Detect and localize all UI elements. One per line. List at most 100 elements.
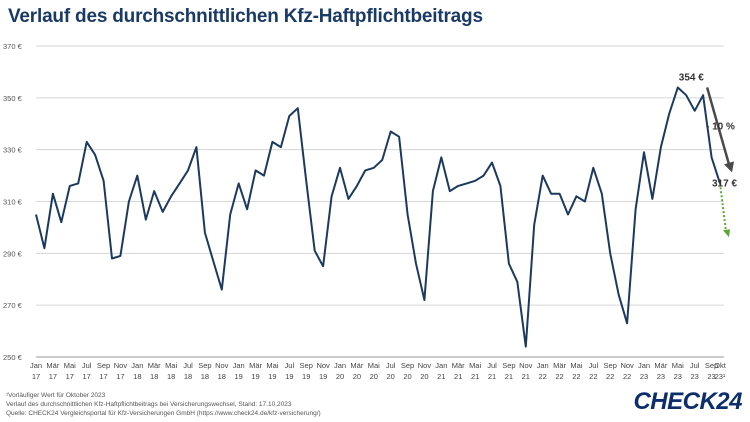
x-tick-label-month: Mär (148, 361, 161, 370)
x-tick-label-month: Jul (487, 361, 497, 370)
x-tick-label-year: 23 (707, 372, 715, 381)
y-tick-label: 290 € (3, 249, 23, 258)
footnote-preliminary: ¹Vorläufiger Wert für Oktober 2023 (6, 392, 106, 399)
y-tick-label: 370 € (3, 42, 23, 51)
check24-logo: CHECK24 (633, 388, 742, 415)
x-tick-label-year: 18 (167, 372, 175, 381)
x-tick-label-month: Jul (82, 361, 92, 370)
x-tick-label-year: 22 (538, 372, 546, 381)
x-tick-label-year: 20 (403, 372, 411, 381)
x-tick-label-month: Sep (300, 361, 313, 370)
annotations: 354 € - 10 % 317 € (679, 72, 737, 238)
decline-arrow-line (705, 87, 731, 165)
x-tick-label-month: Sep (502, 361, 515, 370)
x-tick-label-month: Nov (215, 361, 229, 370)
x-tick-label-year: 19 (251, 372, 259, 381)
x-tick-label-month: Jul (285, 361, 295, 370)
y-tick-label: 270 € (3, 301, 23, 310)
projection-line (719, 183, 727, 232)
x-tick-label-month: Mär (46, 361, 59, 370)
x-tick-label-month: Nov (519, 361, 533, 370)
x-tick-label-month: Jan (537, 361, 549, 370)
x-tick-label-year: 18 (184, 372, 192, 381)
x-tick-label-month: Jul (183, 361, 193, 370)
x-tick-label-year: 17 (99, 372, 107, 381)
x-tick-label-year: 22 (589, 372, 597, 381)
x-tick-label-year: 17 (49, 372, 57, 381)
x-tick-label-year: 22 (555, 372, 563, 381)
x-tick-label-month: Nov (114, 361, 128, 370)
x-tick-label-month: Nov (316, 361, 330, 370)
x-tick-label-year: 19 (319, 372, 327, 381)
x-tick-label-year: 20 (386, 372, 394, 381)
footnote-source: Quelle: CHECK24 Vergleichsportal für Kfz… (6, 410, 321, 417)
x-tick-label-month: Okt (714, 361, 727, 370)
series-line (35, 86, 721, 348)
x-tick-label-year: 20 (353, 372, 361, 381)
x-tick-label-year: 22 (572, 372, 580, 381)
x-tick-label-month: Nov (620, 361, 634, 370)
x-tick-label-year: 19 (302, 372, 310, 381)
x-tick-label-year: 21 (522, 372, 530, 381)
x-tick-label-month: Jul (386, 361, 396, 370)
x-tick-label-year: 17 (116, 372, 124, 381)
x-tick-label-year: 22 (623, 372, 631, 381)
series-line-group (35, 86, 721, 348)
x-tick-label-year: 20 (420, 372, 428, 381)
x-tick-label-year: 17 (66, 372, 74, 381)
x-tick-label-year: 23 (657, 372, 665, 381)
grid-lines (36, 45, 724, 358)
x-tick-label-year: 19 (268, 372, 276, 381)
x-tick-label-year: 21 (488, 372, 496, 381)
x-tick-label-year: 17 (32, 372, 40, 381)
x-tick-label-month: Jan (30, 361, 42, 370)
x-tick-label-year: 19 (285, 372, 293, 381)
x-tick-label-month: Sep (705, 361, 718, 370)
x-tick-label-year: 18 (133, 372, 141, 381)
x-tick-label-month: Mai (469, 361, 481, 370)
x-tick-label-year: 23 (690, 372, 698, 381)
x-tick-label-month: Mai (368, 361, 380, 370)
x-tick-label-year: 18 (218, 372, 226, 381)
x-tick-label-month: Sep (401, 361, 414, 370)
x-tick-label-month: Mär (350, 361, 363, 370)
x-tick-label-month: Jan (638, 361, 650, 370)
x-tick-label-month: Jan (233, 361, 245, 370)
x-tick-label-month: Mär (654, 361, 667, 370)
x-tick-label-year: 23 (674, 372, 682, 381)
decline-arrowhead (724, 161, 734, 173)
x-tick-label-month: Mär (452, 361, 465, 370)
x-tick-label-month: Mai (165, 361, 177, 370)
x-tick-label-month: Sep (198, 361, 211, 370)
x-axis: Jan 17 Mär 17 Mai 17 Jul 17 Sep 17 Nov 17 Jan 18 Mär 18… (30, 361, 727, 381)
projection-arrowhead (723, 229, 730, 238)
x-tick-label-month: Nov (418, 361, 432, 370)
x-tick-label-year: 21 (437, 372, 445, 381)
x-tick-label-year: 18 (201, 372, 209, 381)
x-tick-label-month: Mär (553, 361, 566, 370)
y-tick-label: 330 € (3, 146, 23, 155)
x-tick-label-year: 17 (82, 372, 90, 381)
x-tick-label-year: 21 (505, 372, 513, 381)
current-value-label: 317 € (712, 178, 737, 189)
x-tick-label-month: Jan (131, 361, 143, 370)
x-tick-label-year: 22 (606, 372, 614, 381)
x-tick-label-month: Mai (672, 361, 684, 370)
x-tick-label-month: Mai (570, 361, 582, 370)
x-tick-label-year: 21 (454, 372, 462, 381)
x-tick-label-month: Jan (435, 361, 447, 370)
change-percent-label: - 10 % (706, 121, 735, 132)
x-tick-label-year: 23¹ (715, 372, 726, 381)
y-tick-label: 310 € (3, 198, 23, 207)
x-tick-label-month: Mai (266, 361, 278, 370)
x-tick-label-month: Jul (690, 361, 700, 370)
peak-value-label: 354 € (679, 72, 704, 83)
footnote-description: Verlauf des durchschnittlichen Kfz-Haftp… (6, 401, 292, 408)
x-tick-label-year: 23 (640, 372, 648, 381)
x-tick-label-month: Sep (97, 361, 110, 370)
x-tick-label-month: Sep (604, 361, 617, 370)
y-tick-label: 350 € (3, 94, 23, 103)
y-axis: 250 € 270 € 290 € 310 € 330 € 350 € 370 € (3, 42, 23, 362)
x-tick-label-year: 18 (150, 372, 158, 381)
